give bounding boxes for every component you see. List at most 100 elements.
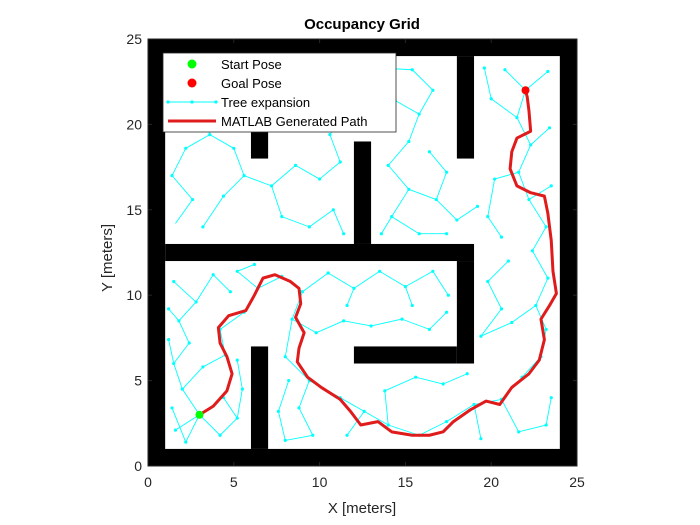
occupied-cell [353, 141, 372, 244]
legend-tree-dot-mid [190, 100, 194, 104]
tree-node [201, 225, 205, 229]
tree-edge [285, 434, 313, 441]
occupied-cell [165, 243, 475, 262]
tree-edge [446, 404, 475, 422]
tree-node [173, 428, 178, 432]
tree-edge [277, 411, 286, 441]
tree-edge [380, 216, 393, 234]
tree-edge [173, 281, 197, 303]
tree-edge [178, 320, 190, 344]
tree-node [546, 69, 550, 74]
occupied-cells [148, 39, 577, 466]
tree-edge [429, 151, 447, 173]
tree-node [444, 232, 449, 236]
tree-node [232, 146, 236, 150]
tree-edge [175, 199, 193, 224]
tree-edge [168, 339, 175, 364]
tree-edge [212, 274, 231, 293]
tree-edge [223, 175, 245, 197]
occupied-cell [456, 261, 475, 364]
tree-edge [432, 271, 449, 296]
tree-edge [408, 188, 437, 200]
tree-edge [387, 141, 410, 166]
tree-node [549, 396, 553, 400]
x-tick-label: 15 [398, 474, 414, 490]
tree-edge [237, 264, 255, 272]
legend-tree-dot-left [166, 100, 170, 104]
tree-edge [528, 185, 552, 200]
x-tick-label: 5 [230, 474, 238, 490]
tree-edge [394, 100, 420, 115]
tree-node [506, 259, 510, 263]
legend[interactable]: Start Pose Goal Pose Tree expansion MATL… [162, 52, 397, 133]
occupied-cell [250, 346, 269, 449]
tree-edge [346, 411, 365, 436]
tree-node [547, 126, 552, 130]
tree-node [427, 150, 432, 154]
tree-edge [379, 270, 406, 288]
tree-edge [233, 148, 245, 176]
legend-path-label: MATLAB Generated Path [221, 114, 367, 129]
tree-edge [236, 389, 243, 419]
tree-edge [236, 360, 243, 390]
x-tick-label: 10 [312, 474, 328, 490]
tree-edge [418, 90, 434, 115]
tree-node [444, 310, 449, 314]
tree-edge [315, 320, 344, 334]
tree-edge [219, 311, 245, 330]
tree-edge [271, 185, 283, 217]
tree-node [342, 232, 346, 236]
tree-edge [530, 127, 550, 146]
tree-node [170, 406, 174, 410]
tree-edge [404, 286, 413, 306]
occupied-cell [148, 39, 166, 466]
tree-node [201, 365, 205, 369]
tree-edge [363, 410, 389, 426]
occupied-cell [456, 56, 475, 159]
tree-edge [531, 250, 549, 279]
tree-node [549, 184, 553, 188]
tree-edge [391, 189, 410, 217]
tree-edge [284, 319, 293, 357]
y-tick-label: 0 [134, 458, 142, 474]
tree-node [280, 215, 284, 219]
tree-node [235, 358, 239, 362]
tree-edge [511, 305, 537, 323]
legend-tree-label: Tree expansion [221, 95, 310, 110]
tree-edge [202, 354, 226, 368]
tree-edge [171, 175, 193, 200]
tree-node [166, 307, 171, 311]
tree-edge [257, 276, 283, 289]
tree-edge [487, 281, 502, 310]
tree-edge [429, 311, 447, 330]
tree-edge [442, 373, 468, 385]
generated-path-series [197, 88, 558, 437]
tree-edge [339, 397, 365, 412]
tree-edge [518, 144, 532, 173]
y-tick-label: 5 [134, 373, 142, 389]
tree-edge [411, 69, 434, 91]
legend-goal-marker [187, 78, 197, 88]
tree-edge [271, 165, 296, 187]
tree-edge [181, 366, 204, 390]
axes-box [147, 38, 578, 467]
y-tick-label: 25 [126, 31, 142, 47]
legend-tree-dot-right [214, 100, 218, 104]
tree-edge [391, 216, 420, 235]
pose-markers [195, 86, 530, 419]
tree-edge [199, 414, 221, 436]
start-pose-marker [195, 410, 204, 419]
tree-node [479, 334, 483, 338]
tree-edge [535, 277, 549, 306]
x-tick-label: 20 [483, 474, 499, 490]
tree-edge [202, 195, 224, 228]
tree-edge [501, 399, 520, 433]
generated-path-line [197, 88, 558, 437]
tree-edge [223, 397, 238, 419]
tree-edge [319, 161, 341, 180]
legend-start-label: Start Pose [221, 57, 282, 72]
tree-node [482, 66, 486, 70]
tree-node [479, 437, 483, 441]
tree-node [379, 232, 383, 236]
